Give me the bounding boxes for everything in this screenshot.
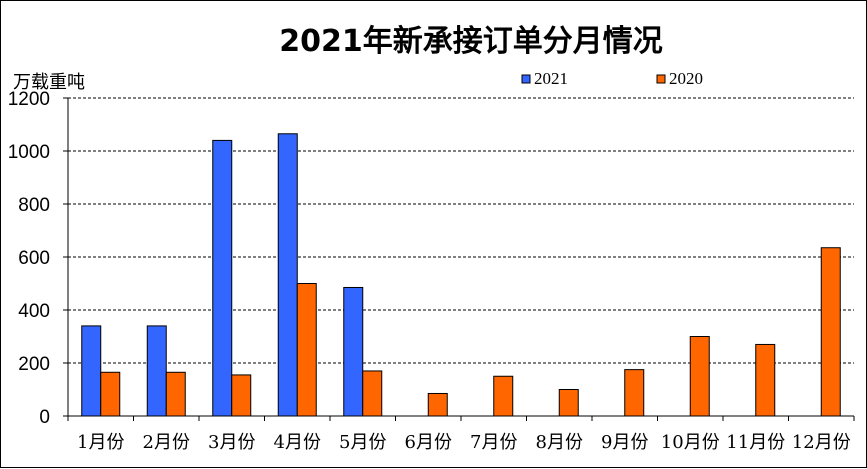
x-tick-label: 5月份 bbox=[339, 432, 386, 453]
y-tick-label: 200 bbox=[18, 354, 50, 375]
bar-2021-4 bbox=[277, 133, 298, 417]
x-tick-label: 3月份 bbox=[208, 432, 255, 453]
bar-2020-12 bbox=[820, 247, 841, 417]
x-tick-label: 12月份 bbox=[792, 432, 851, 453]
bar-2021-3 bbox=[212, 139, 233, 417]
y-tick-label: 600 bbox=[18, 248, 50, 269]
y-tick-label: 0 bbox=[39, 407, 50, 428]
x-tick-label: 1月份 bbox=[77, 432, 124, 453]
legend-swatch-2021 bbox=[521, 74, 531, 84]
x-tick-label: 7月份 bbox=[470, 432, 517, 453]
bar-2021-2 bbox=[146, 325, 167, 417]
legend-swatch-2020 bbox=[656, 74, 666, 84]
x-tick-label: 6月份 bbox=[405, 432, 452, 453]
y-tick-label: 800 bbox=[18, 195, 50, 216]
x-tick-label: 9月份 bbox=[601, 432, 648, 453]
bar-2020-9 bbox=[624, 369, 645, 417]
y-tick-label: 1200 bbox=[8, 89, 50, 110]
legend-label-2021: 2021 bbox=[534, 69, 568, 88]
x-tick-labels: 1月份 2月份 3月份 4月份 5月份 6月份 7月份 8月份 9月份 10月份 11月份 12月份 bbox=[77, 432, 851, 453]
y-tick-label: 400 bbox=[18, 301, 50, 322]
x-tick-label: 10月份 bbox=[661, 432, 720, 453]
legend: 2021 2020 bbox=[521, 69, 703, 88]
y-tick-labels: 0 200 400 600 800 1000 1200 bbox=[8, 89, 50, 428]
x-tick-label: 4月份 bbox=[274, 432, 321, 453]
axes bbox=[63, 97, 855, 421]
bar-2021-5 bbox=[343, 286, 364, 417]
x-tick-label: 8月份 bbox=[536, 432, 583, 453]
x-tick-label: 2月份 bbox=[143, 432, 190, 453]
bars bbox=[81, 133, 841, 417]
y-tick-label: 1000 bbox=[8, 142, 50, 163]
bar-2020-1 bbox=[100, 371, 121, 417]
bar-2020-3 bbox=[231, 374, 252, 417]
bar-2020-6 bbox=[427, 392, 448, 417]
chart-title: 2021年新承接订单分月情况 bbox=[279, 24, 663, 59]
y-axis-label: 万载重吨 bbox=[13, 72, 85, 93]
bar-2020-2 bbox=[165, 371, 186, 417]
legend-label-2020: 2020 bbox=[669, 69, 703, 88]
bar-2021-1 bbox=[81, 325, 102, 417]
gridlines bbox=[68, 97, 854, 364]
bar-2020-10 bbox=[689, 336, 710, 417]
bar-2020-7 bbox=[493, 375, 514, 417]
bar-2020-5 bbox=[362, 370, 383, 417]
bar-2020-8 bbox=[558, 389, 579, 417]
bar-2020-11 bbox=[755, 343, 776, 417]
x-tick-label: 11月份 bbox=[726, 432, 785, 453]
bar-2020-4 bbox=[296, 283, 317, 417]
